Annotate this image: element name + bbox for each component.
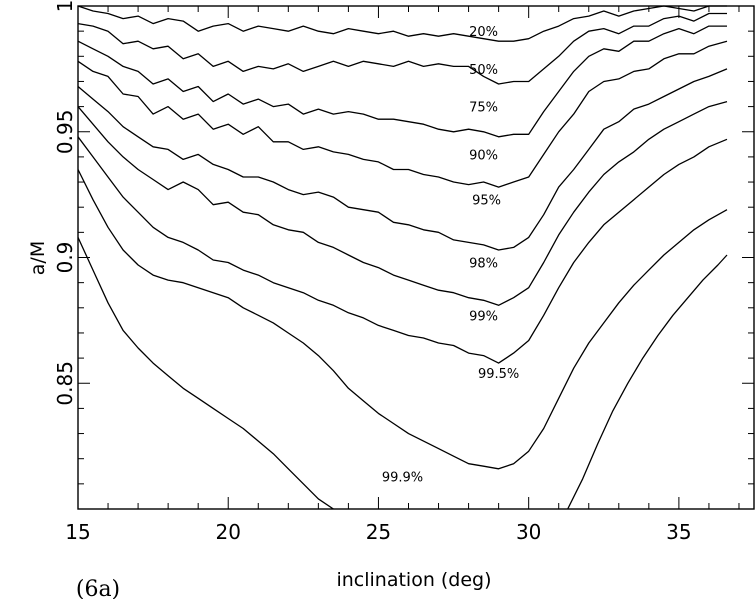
y-tick-label: 0.85 [53, 361, 77, 406]
x-tick-label: 15 [65, 520, 90, 544]
contour-label-0: 20% [469, 25, 498, 40]
contour-labels: 20% 50% 75% 90% 95% 98% 99% 99.5% 99.9% [382, 25, 519, 485]
contour-line-5 [77, 100, 728, 306]
y-tick-label: 1 [53, 0, 77, 12]
x-tick-label: 20 [215, 520, 240, 544]
y-tick-label: 0.9 [53, 242, 77, 274]
contour-label-4: 95% [472, 194, 501, 209]
contour-line-9 [567, 254, 728, 510]
contour-line-3 [77, 40, 728, 188]
contour-label-3: 90% [469, 148, 498, 163]
contour-label-6: 99% [469, 309, 498, 324]
x-axis-label: inclination (deg) [336, 569, 491, 591]
contour-line-8 [77, 237, 334, 510]
contour-lines [77, 5, 728, 510]
contour-line-2 [77, 25, 727, 138]
x-axis: 15 20 25 30 35 [65, 6, 740, 544]
contour-line-7 [77, 169, 728, 470]
x-tick-label: 25 [366, 520, 391, 544]
x-tick-label: 30 [516, 520, 541, 544]
y-axis-label: a/M [27, 241, 49, 275]
contour-label-8: 99.9% [382, 470, 423, 485]
contour-label-5: 98% [469, 257, 498, 272]
contour-line-6 [77, 136, 728, 364]
x-tick-label: 35 [666, 520, 691, 544]
contour-label-1: 50% [469, 63, 498, 78]
contour-label-7: 99.5% [478, 367, 519, 382]
y-tick-label: 0.95 [53, 110, 77, 155]
contour-line-0 [77, 5, 727, 42]
contour-label-2: 75% [469, 101, 498, 116]
plot-frame [77, 5, 755, 510]
contour-line-4 [77, 68, 728, 251]
panel-label: (6a) [76, 577, 120, 599]
contour-line-1 [77, 12, 727, 85]
y-axis: 0.85 0.9 0.95 1 [53, 0, 754, 510]
